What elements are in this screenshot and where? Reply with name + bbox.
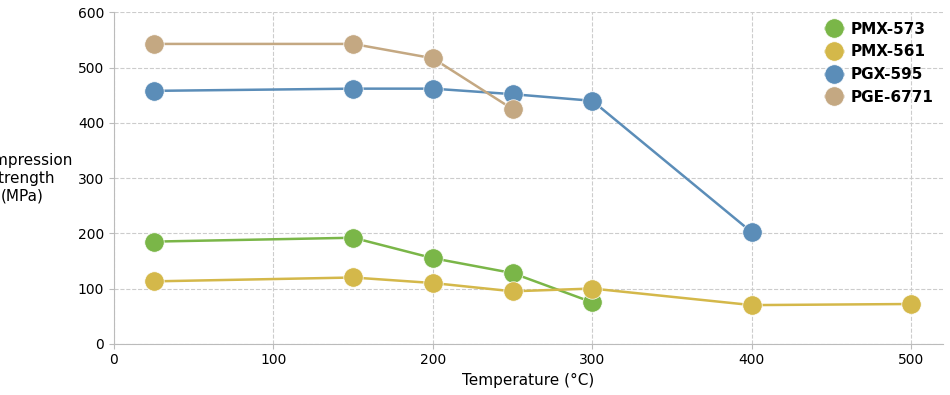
X-axis label: Temperature (°C): Temperature (°C)	[463, 373, 595, 388]
Y-axis label: Compression
strength
(MPa): Compression strength (MPa)	[0, 153, 72, 203]
Legend: PMX-573, PMX-561, PGX-595, PGE-6771: PMX-573, PMX-561, PGX-595, PGE-6771	[819, 15, 940, 111]
